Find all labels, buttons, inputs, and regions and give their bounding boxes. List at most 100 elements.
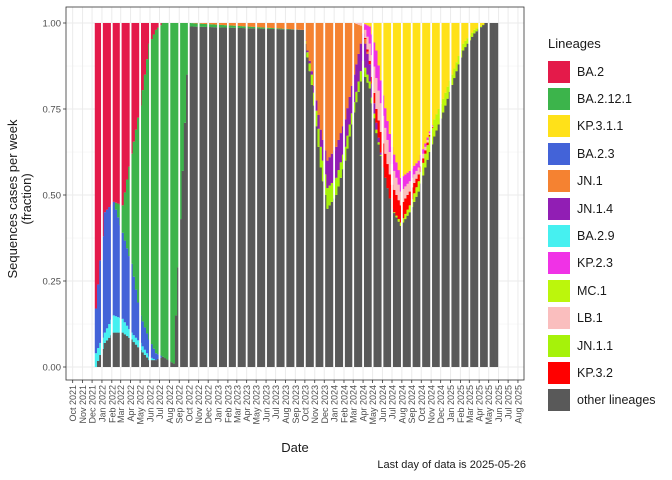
bar-segment [257,28,260,368]
legend-title: Lineages [548,36,601,51]
bar-segment [393,23,396,155]
bar-segment [433,119,436,137]
bar-segment [134,23,138,130]
bar-segment [157,27,160,355]
bar-segment [279,28,283,30]
legend: Lineages BA.2 BA.2.12.1 KP.3.1.1 BA.2.3 JN.1… [548,36,668,414]
bar-segment [99,260,102,343]
bar-segment [462,43,465,51]
bar-segment [373,118,376,367]
bar-segment [453,23,456,69]
x-tick-label: Apr 2024 [359,385,369,422]
bar-segment [428,131,432,134]
month-separator [487,23,490,367]
bar-segment [105,340,109,367]
bar-segment [117,332,120,367]
bar-segment [121,332,125,367]
bar-segment [430,125,434,127]
bar-segment [406,209,410,216]
legend-key [548,170,570,193]
bar-segment [453,78,456,367]
bar-segment [315,110,318,127]
bar-segment [393,212,396,214]
x-tick-label: Oct 2023 [300,385,310,422]
bar-segment [134,129,138,290]
bar-segment [335,195,338,367]
month-separator [226,23,229,367]
month-separator [187,23,190,367]
legend-key [548,88,570,111]
bar-segment [117,217,120,318]
bar-segment [375,78,378,109]
bar-segment [335,23,338,147]
bar-segment [437,124,441,367]
bar-segment [415,178,419,188]
bar-segment [250,28,254,368]
bar-segment [123,322,127,335]
legend-label: MC.1 [577,283,607,298]
month-separator [235,23,238,367]
bar-segment [143,327,147,350]
bar-segment [455,71,459,367]
month-separator [197,23,200,367]
bar-segment [310,84,314,368]
bar-segment [137,347,140,367]
bar-segment [402,176,405,189]
bar-segment [408,205,412,213]
bar-segment [277,23,280,29]
x-tick-label: Sep 2023 [291,385,301,424]
bar-segment [328,205,332,367]
bar-segment [141,346,145,353]
bar-segment [359,71,363,82]
bar-segment [462,23,465,44]
bar-segment [134,344,138,367]
bar-segment [117,317,120,333]
bar-segment [386,139,390,165]
month-separator [400,23,403,367]
bar-segment [108,207,111,324]
bar-segment [386,121,390,140]
bar-segment [393,213,396,367]
bar-segment [479,23,483,26]
bar-segment [297,29,301,368]
y-axis-title-line: (fraction) [19,173,34,224]
y-tick-label: 1.00 [43,19,62,30]
x-tick-label: Jan 2024 [330,385,340,422]
month-separator [158,23,161,367]
bar-segment [444,23,447,93]
x-tick-label: Mar 2023 [232,385,242,423]
bar-segment [319,23,323,130]
bar-segment [290,23,294,30]
bar-segment [237,27,240,368]
bar-segment [348,96,352,125]
bar-segment [137,23,140,118]
bar-segment [159,357,162,367]
bar-segment [377,120,381,138]
legend-item: LB.1 [548,305,668,332]
bar-segment [364,43,367,68]
bar-segment [114,316,118,333]
bar-segment [424,167,427,367]
bar-segment [379,103,383,132]
bar-segment [145,353,149,358]
legend-key [548,334,570,357]
bar-segment [344,146,347,161]
bar-segment [355,102,358,368]
legend-item: KP.2.3 [548,250,668,277]
bar-segment [301,23,305,30]
bar-segment [368,88,372,368]
bar-segment [141,90,145,322]
bar-segment [248,23,252,27]
month-separator [129,23,132,367]
bar-segment [388,23,392,134]
y-axis: 0.00 0.25 0.50 0.75 1.00 [43,19,66,374]
bar-segment [359,25,363,44]
bar-segment [466,43,470,367]
bar-segment [315,100,318,111]
legend-label: BA.2.9 [577,229,615,244]
legend-label: KP.2.3 [577,256,613,271]
legend-key [548,361,570,384]
bar-segment [435,23,439,115]
x-tick-label: Aug 2022 [165,385,175,424]
bar-segment [417,191,421,367]
